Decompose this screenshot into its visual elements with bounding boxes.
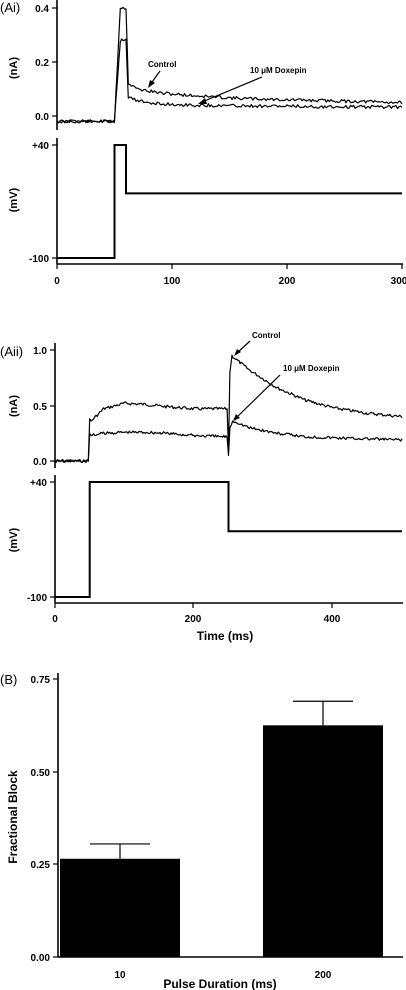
voltage-protocol-line-ai	[57, 144, 402, 259]
panel-ai-voltage: (mV) +40 -100 0 100 200 300	[8, 138, 406, 287]
y-tick-label-0-0-ai: 0.0	[35, 112, 49, 123]
annotation-control-aii: Control	[252, 331, 280, 340]
panel-label-b: (B)	[0, 672, 17, 687]
panel-label-aii: (Aii)	[0, 344, 23, 359]
x-tick-label-200-ai: 200	[279, 276, 296, 287]
x-tick-label-300-ai: 300	[391, 276, 406, 287]
y-axis-label-voltage-aii: (mV)	[8, 527, 20, 552]
y-tick-label-minus100-ai: -100	[29, 254, 49, 265]
y-tick-label-0-0-aii: 0.0	[33, 457, 47, 468]
y-tick-label-plus40-ai: +40	[32, 141, 49, 152]
y-tick-label-0-25-b: 0.25	[31, 860, 51, 871]
annotation-arrowhead-doxepin-ai	[198, 98, 207, 104]
voltage-protocol-line-aii	[55, 481, 402, 598]
annotation-arrow-doxepin-ai	[201, 76, 263, 103]
x-tick-label-100-ai: 100	[164, 276, 181, 287]
panel-b-bar-chart: (B) Fractional Block 0.75 0.50 0.25 0.00…	[0, 672, 403, 990]
annotation-arrow-doxepin-aii	[235, 374, 281, 419]
y-tick-label-0-50-b: 0.50	[31, 768, 51, 779]
panel-aii-current: (Aii) (nA) 1.0 0.5 0.0 Control 10 μM Dox…	[0, 331, 403, 468]
y-tick-label-minus100-aii: -100	[27, 593, 47, 604]
panel-label-ai: (Ai)	[0, 0, 20, 15]
y-axis-label-voltage-ai: (mV)	[8, 187, 20, 212]
x-tick-label-0-ai: 0	[54, 276, 60, 287]
x-tick-label-400-aii: 400	[324, 614, 341, 625]
x-category-label-200ms: 200	[315, 970, 332, 981]
y-tick-label-0-4-ai: 0.4	[35, 4, 49, 15]
x-axis-title-time: Time (ms)	[197, 629, 253, 643]
x-axis-title-pulse-duration: Pulse Duration (ms)	[163, 977, 276, 990]
x-tick-label-200-aii: 200	[185, 614, 202, 625]
y-tick-label-0-75-b: 0.75	[31, 675, 51, 686]
x-tick-label-0-aii: 0	[52, 614, 58, 625]
y-tick-label-plus40-aii: +40	[30, 478, 47, 489]
y-tick-label-0-2-ai: 0.2	[35, 58, 49, 69]
panel-aii-voltage: (mV) +40 -100 0 200 400 Time (ms)	[8, 475, 403, 643]
annotation-doxepin-aii: 10 μM Doxepin	[283, 364, 340, 373]
y-tick-label-1-0-aii: 1.0	[33, 346, 47, 357]
y-axis-label-current-ai: (nA)	[8, 57, 20, 79]
y-axis-title-fractional-block: Fractional Block	[6, 770, 20, 864]
series-line-control-aii	[54, 354, 403, 463]
y-tick-label-0-00-b: 0.00	[31, 953, 51, 964]
annotation-arrowhead-control-aii	[234, 349, 241, 356]
panel-ai-current: (Ai) (nA) 0.4 0.2 0.0 Control 10 μM Doxe…	[0, 0, 403, 130]
annotation-arrowhead-control-ai	[148, 80, 155, 88]
series-line-doxepin-ai	[56, 38, 403, 124]
y-axis-label-current-aii: (nA)	[8, 395, 20, 417]
annotation-control-ai: Control	[148, 60, 176, 69]
y-tick-label-0-5-aii: 0.5	[33, 402, 47, 413]
annotation-doxepin-ai: 10 μM Doxepin	[250, 66, 307, 75]
series-line-doxepin-aii	[54, 420, 403, 463]
bar-10ms	[60, 858, 180, 957]
x-category-label-10ms: 10	[114, 970, 126, 981]
annotation-arrowhead-doxepin-aii	[233, 414, 240, 421]
bar-200ms	[263, 725, 383, 957]
